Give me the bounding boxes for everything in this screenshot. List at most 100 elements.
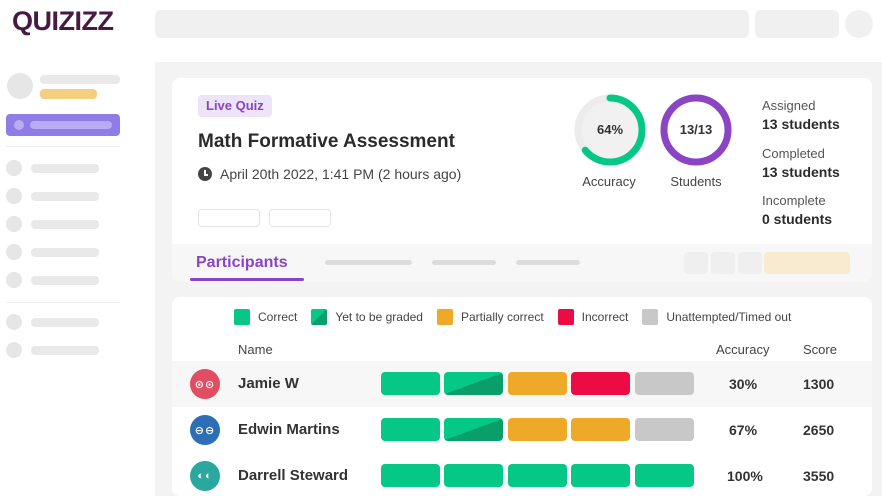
answer-cell-correct[interactable] xyxy=(381,372,440,395)
participant-accuracy: 30% xyxy=(729,376,758,392)
quiz-date-text: April 20th 2022, 1:41 PM (2 hours ago) xyxy=(220,166,462,182)
legend-swatch xyxy=(311,309,328,325)
tab-placeholder-1[interactable] xyxy=(325,260,412,265)
sidebar-item-line[interactable] xyxy=(31,276,99,285)
participant-accuracy: 100% xyxy=(727,468,763,484)
legend-swatch xyxy=(436,309,453,325)
clock-icon xyxy=(198,167,212,181)
answer-cell-unattempted[interactable] xyxy=(635,372,694,395)
sidebar-divider xyxy=(6,302,120,303)
sidebar-item-icon[interactable] xyxy=(6,216,22,232)
action-placeholder-2[interactable] xyxy=(269,209,331,227)
legend-swatch xyxy=(557,309,574,325)
sidebar-plan-placeholder xyxy=(40,89,97,99)
answer-cell-correct[interactable] xyxy=(381,464,440,487)
action-placeholder-1[interactable] xyxy=(198,209,260,227)
stat-assigned-label: Assigned xyxy=(762,98,816,113)
answer-cell-yet-to-be-graded[interactable] xyxy=(444,418,503,441)
legend-yet-to-be-graded: Yet to be graded xyxy=(311,309,423,325)
stat-incomplete-label: Incomplete xyxy=(762,193,826,208)
sidebar-item-icon[interactable] xyxy=(6,342,22,358)
sidebar-name-placeholder xyxy=(40,75,120,84)
tab-placeholder-2[interactable] xyxy=(432,260,496,265)
legend-unattempted: Unattempted/Timed out xyxy=(642,309,791,325)
answer-cell-correct[interactable] xyxy=(381,418,440,441)
answer-cell-correct[interactable] xyxy=(444,464,503,487)
answer-cell-yet-to-be-graded[interactable] xyxy=(444,372,503,395)
sidebar-item-line[interactable] xyxy=(31,248,99,257)
quizizz-logo[interactable]: QUIZIZZ xyxy=(12,6,114,36)
stat-completed-label: Completed xyxy=(762,146,825,161)
participant-name[interactable]: Jamie W xyxy=(238,375,299,392)
answer-cell-partially-correct[interactable] xyxy=(508,372,567,395)
answer-cell-partially-correct[interactable] xyxy=(508,418,567,441)
participant-score: 1300 xyxy=(803,376,835,392)
legend-label: Incorrect xyxy=(581,310,629,324)
accuracy-label: Accuracy xyxy=(582,174,636,189)
sidebar-item-line[interactable] xyxy=(31,318,99,327)
students-value: 13/13 xyxy=(679,122,713,137)
students-ring xyxy=(660,94,732,166)
legend-label: Correct xyxy=(258,310,298,324)
sidebar-avatar-placeholder xyxy=(7,73,33,99)
stat-assigned-value: 13 students xyxy=(762,116,840,132)
legend-swatch xyxy=(642,309,659,325)
answer-legend: Correct Yet to be graded Partially corre… xyxy=(234,309,805,325)
participant-name[interactable]: Darrell Steward xyxy=(238,467,349,484)
profile-avatar-placeholder[interactable] xyxy=(845,10,873,38)
toolbar-button-1[interactable] xyxy=(684,252,708,274)
column-header-score[interactable]: Score xyxy=(803,342,837,357)
legend-correct: Correct xyxy=(234,309,297,325)
accuracy-ring xyxy=(574,94,646,166)
sidebar-divider xyxy=(6,146,120,147)
legend-partially-correct: Partially correct xyxy=(436,309,544,325)
sidebar-active-item[interactable] xyxy=(6,114,120,136)
answer-cell-partially-correct[interactable] xyxy=(571,418,630,441)
toolbar-primary-button[interactable] xyxy=(764,252,850,274)
page-title: Math Formative Assessment xyxy=(198,131,455,152)
sidebar-item-icon[interactable] xyxy=(6,160,22,176)
accuracy-ring-arc xyxy=(574,94,646,166)
answer-cell-incorrect[interactable] xyxy=(571,372,630,395)
answer-cell-correct[interactable] xyxy=(508,464,567,487)
quiz-date: April 20th 2022, 1:41 PM (2 hours ago) xyxy=(198,166,461,182)
stat-incomplete-value: 0 students xyxy=(762,211,833,227)
legend-label: Partially correct xyxy=(460,310,544,324)
toolbar-button-2[interactable] xyxy=(711,252,735,274)
sidebar-item-icon[interactable] xyxy=(6,314,22,330)
students-label: Students xyxy=(670,174,722,189)
legend-label: Yet to be graded xyxy=(335,310,423,324)
avatar: ◐◐ xyxy=(190,461,220,491)
column-header-accuracy[interactable]: Accuracy xyxy=(716,342,770,357)
toolbar-button-3[interactable] xyxy=(738,252,762,274)
search-bar-placeholder[interactable] xyxy=(155,10,749,38)
sidebar-item-icon[interactable] xyxy=(6,272,22,288)
sidebar-item-icon[interactable] xyxy=(6,188,22,204)
tab-placeholder-3[interactable] xyxy=(516,260,580,265)
participant-name[interactable]: Edwin Martins xyxy=(238,421,340,438)
action-button-placeholder[interactable] xyxy=(755,10,839,38)
accuracy-value: 64% xyxy=(596,122,624,137)
sidebar-item-line[interactable] xyxy=(31,192,99,201)
participant-score: 3550 xyxy=(803,468,835,484)
sidebar-active-dot xyxy=(14,120,24,130)
participant-score: 2650 xyxy=(803,422,835,438)
avatar: ⊙⊙ xyxy=(190,369,220,399)
legend-label: Unattempted/Timed out xyxy=(666,310,792,324)
legend-incorrect: Incorrect xyxy=(557,309,629,325)
column-header-name[interactable]: Name xyxy=(238,342,273,357)
sidebar-item-icon[interactable] xyxy=(6,244,22,260)
participant-accuracy: 67% xyxy=(729,422,758,438)
live-quiz-badge: Live Quiz xyxy=(198,95,272,117)
answer-cell-unattempted[interactable] xyxy=(635,418,694,441)
legend-swatch xyxy=(234,309,250,325)
students-ring-arc xyxy=(660,94,732,166)
sidebar-item-line[interactable] xyxy=(31,220,99,229)
stat-completed-value: 13 students xyxy=(762,164,840,180)
sidebar-item-line[interactable] xyxy=(31,164,99,173)
tab-participants[interactable]: Participants xyxy=(196,254,288,271)
sidebar-item-line[interactable] xyxy=(31,346,99,355)
answer-cell-correct[interactable] xyxy=(571,464,630,487)
answer-cell-correct[interactable] xyxy=(635,464,694,487)
sidebar xyxy=(0,62,140,496)
